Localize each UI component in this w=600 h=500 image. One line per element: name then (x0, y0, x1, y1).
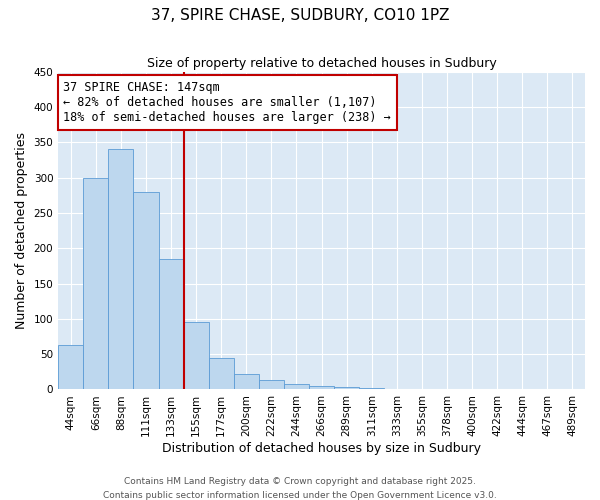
Bar (58, 345, 83, 390)
Text: 37, SPIRE CHASE, SUDBURY, CO10 1PZ: 37, SPIRE CHASE, SUDBURY, CO10 1PZ (151, 8, 449, 22)
Bar (309, 386, 334, 390)
Bar (385, 389, 409, 390)
Text: 37 SPIRE CHASE: 147sqm
← 82% of detached houses are smaller (1,107)
18% of semi-: 37 SPIRE CHASE: 147sqm ← 82% of detached… (64, 81, 391, 124)
Bar (259, 380, 284, 390)
Bar (234, 374, 259, 390)
Bar (83, 178, 109, 390)
Bar (334, 388, 359, 390)
Bar (158, 259, 184, 390)
Bar (133, 192, 158, 390)
Title: Size of property relative to detached houses in Sudbury: Size of property relative to detached ho… (147, 58, 496, 70)
Y-axis label: Number of detached properties: Number of detached properties (15, 132, 28, 329)
X-axis label: Distribution of detached houses by size in Sudbury: Distribution of detached houses by size … (162, 442, 481, 455)
Bar (209, 358, 234, 390)
Text: Contains HM Land Registry data © Crown copyright and database right 2025.
Contai: Contains HM Land Registry data © Crown c… (103, 478, 497, 500)
Bar (109, 150, 133, 390)
Bar (409, 389, 434, 390)
Bar (460, 389, 485, 390)
Bar (510, 389, 535, 390)
Bar (359, 388, 385, 390)
Bar (284, 384, 309, 390)
Bar (184, 322, 209, 390)
